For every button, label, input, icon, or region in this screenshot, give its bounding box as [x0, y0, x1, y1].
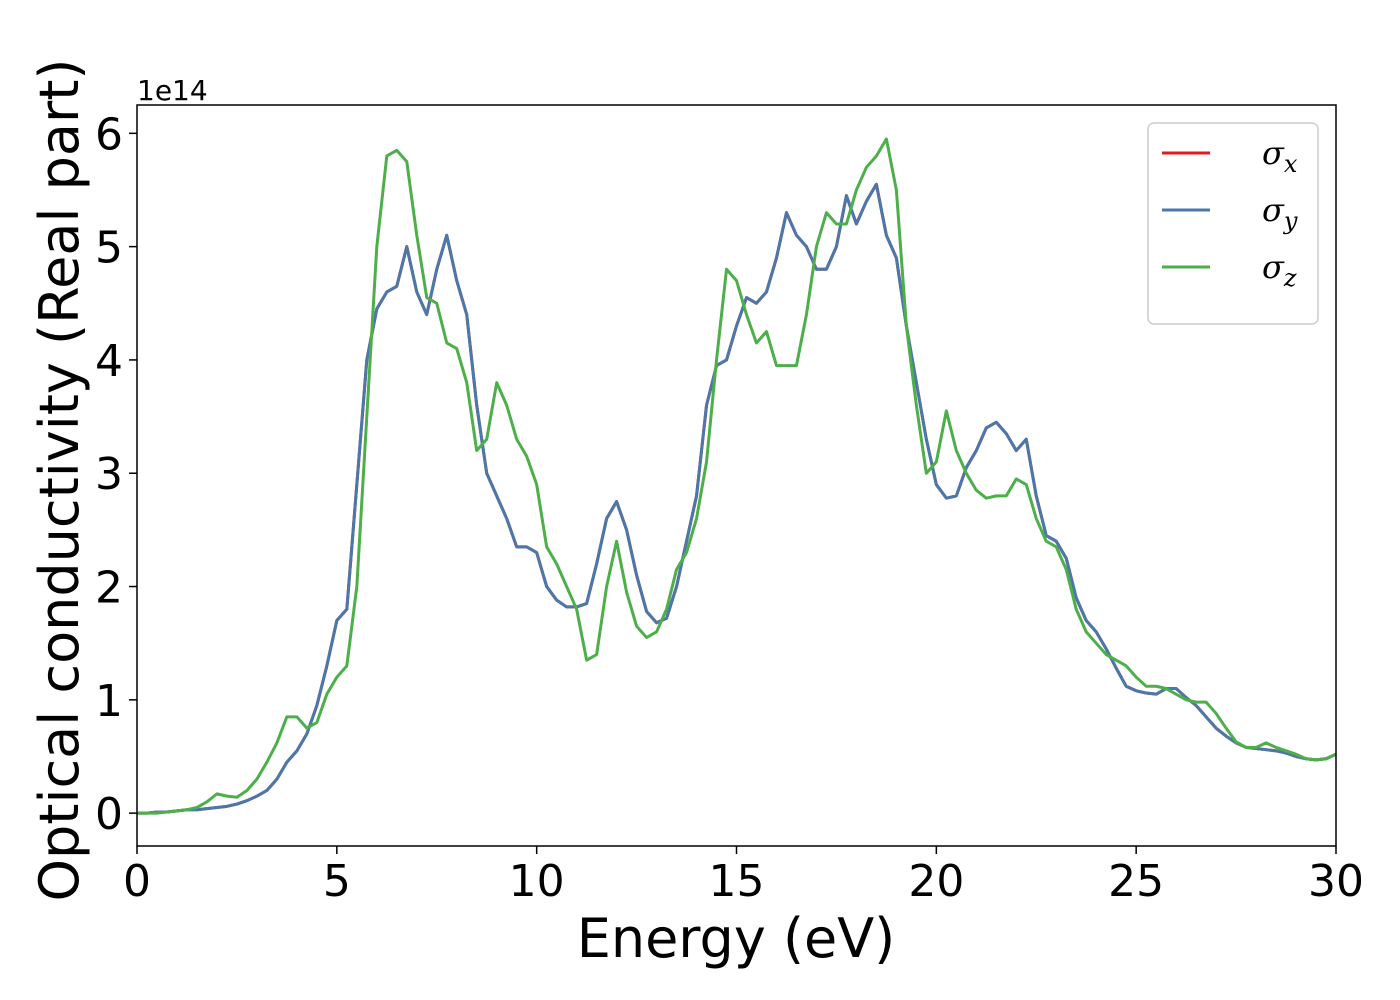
y-tick-label: 4	[95, 336, 123, 387]
x-axis-label: Energy (eV)	[577, 907, 896, 970]
line-series	[137, 137, 1336, 815]
y-tick-label: 1	[95, 676, 123, 727]
y-tick-label: 2	[95, 563, 123, 614]
x-tick-label: 25	[1108, 856, 1164, 907]
legend-label: σx	[1262, 134, 1298, 178]
offset-label: 1e14	[137, 74, 208, 107]
x-tick-label: 0	[123, 856, 151, 907]
y-tick-label: 5	[95, 223, 123, 274]
plot-area	[137, 137, 1336, 815]
legend-label: σy	[1262, 191, 1298, 235]
x-tick-label: 5	[323, 856, 351, 907]
y-tick-label: 6	[95, 109, 123, 160]
legend-label: σz	[1262, 248, 1297, 292]
y-axis-label: Optical conductivity (Real part)	[28, 59, 91, 902]
x-tick-label: 30	[1308, 856, 1364, 907]
x-tick-label: 20	[908, 856, 964, 907]
y-tick-label: 0	[95, 789, 123, 840]
plot-frame	[136, 104, 1337, 847]
line-series	[137, 182, 1336, 815]
x-tick-label: 15	[709, 856, 765, 907]
x-tick-label: 10	[509, 856, 565, 907]
legend-box	[1147, 122, 1319, 325]
y-tick-label: 3	[95, 449, 123, 500]
